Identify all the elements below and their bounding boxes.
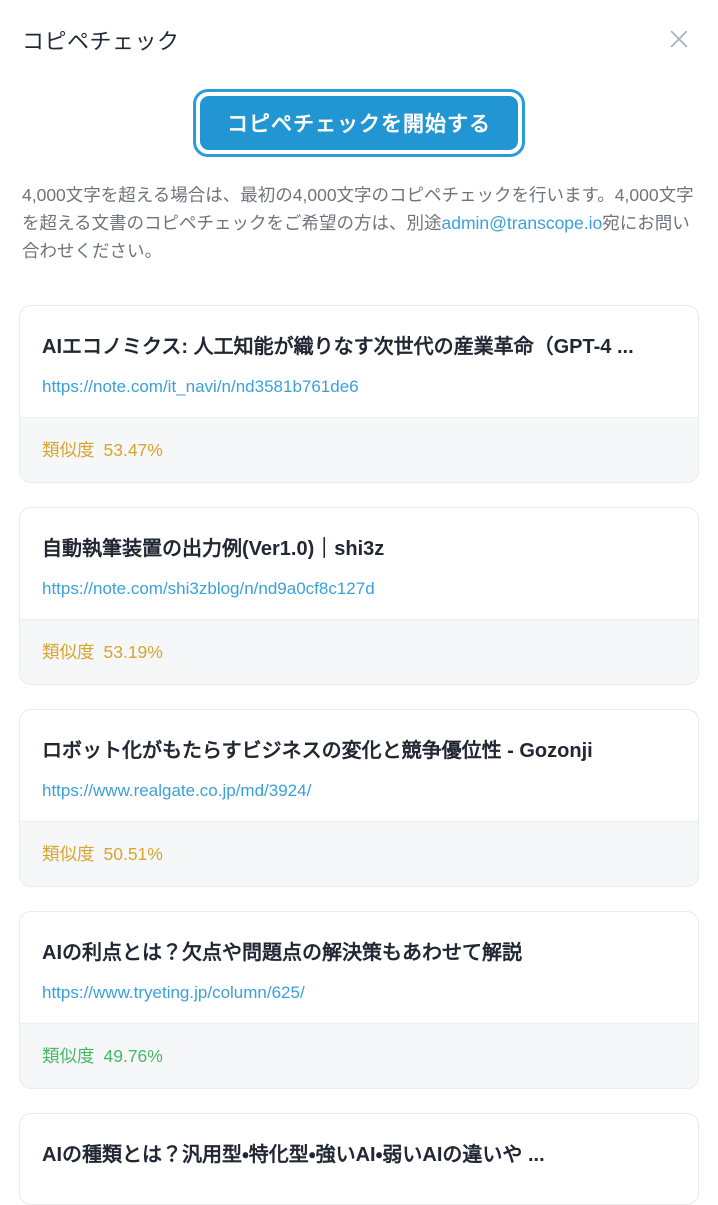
start-button-row: コピペチェックを開始する <box>0 89 718 157</box>
result-title: 自動執筆装置の出力例(Ver1.0)｜shi3z <box>42 538 385 560</box>
modal-title: コピペチェック <box>22 29 180 54</box>
close-button[interactable] <box>664 24 694 54</box>
result-card: 自動執筆装置の出力例(Ver1.0)｜shi3z https://note.co… <box>19 507 699 685</box>
result-card-footer: 類似度 53.19% <box>20 619 698 684</box>
result-card-body: AIの利点とは？欠点や問題点の解決策もあわせて解説 https://www.tr… <box>20 912 698 1023</box>
similarity-badge: 類似度 53.19% <box>42 642 163 662</box>
result-card: ロボット化がもたらすビジネスの変化と競争優位性 - Gozonji https:… <box>19 709 699 887</box>
similarity-badge: 類似度 50.51% <box>42 844 163 864</box>
result-card-body: 自動執筆装置の出力例(Ver1.0)｜shi3z https://note.co… <box>20 508 698 619</box>
result-url-link[interactable]: https://note.com/it_navi/n/nd3581b761de6 <box>42 377 359 396</box>
notice-text: 4,000文字を超える場合は、最初の4,000文字のコピペチェックを行います。4… <box>22 181 696 265</box>
similarity-badge: 類似度 53.47% <box>42 440 163 460</box>
result-card-body: ロボット化がもたらすビジネスの変化と競争優位性 - Gozonji https:… <box>20 710 698 821</box>
result-card: AIの種類とは？汎用型・特化型・強いAI・弱いAIの違いや ... <box>19 1113 699 1205</box>
result-card-footer: 類似度 49.76% <box>20 1023 698 1088</box>
result-card: AIの利点とは？欠点や問題点の解決策もあわせて解説 https://www.tr… <box>19 911 699 1089</box>
results-list: AIエコノミクス: 人工知能が織りなす次世代の産業革命（GPT-4 ... ht… <box>19 305 699 1205</box>
notice-after-link: 宛にお問い合わせください。 <box>22 213 690 261</box>
result-title: AIの利点とは？欠点や問題点の解決策もあわせて解説 <box>42 942 522 964</box>
modal-header: コピペチェック <box>0 0 718 56</box>
similarity-label: 類似度 <box>42 844 95 864</box>
similarity-value: 49.76% <box>103 1046 163 1066</box>
result-card-body: AIエコノミクス: 人工知能が織りなす次世代の産業革命（GPT-4 ... ht… <box>20 306 698 417</box>
similarity-value: 53.47% <box>103 440 163 460</box>
close-icon <box>666 30 692 55</box>
similarity-value: 50.51% <box>103 844 163 864</box>
result-card-footer: 類似度 50.51% <box>20 821 698 886</box>
contact-email-link[interactable]: admin@transcope.io <box>441 213 603 233</box>
result-url-link[interactable]: https://www.tryeting.jp/column/625/ <box>42 983 305 1002</box>
similarity-badge: 類似度 49.76% <box>42 1046 163 1066</box>
result-title: ロボット化がもたらすビジネスの変化と競争優位性 - Gozonji <box>42 740 593 762</box>
result-title: AIエコノミクス: 人工知能が織りなす次世代の産業革命（GPT-4 ... <box>42 336 634 358</box>
result-url-link[interactable]: https://note.com/shi3zblog/n/nd9a0cf8c12… <box>42 579 375 598</box>
result-url-link[interactable]: https://www.realgate.co.jp/md/3924/ <box>42 781 312 800</box>
similarity-label: 類似度 <box>42 440 95 460</box>
result-card: AIエコノミクス: 人工知能が織りなす次世代の産業革命（GPT-4 ... ht… <box>19 305 699 483</box>
similarity-label: 類似度 <box>42 1046 95 1066</box>
result-card-body: AIの種類とは？汎用型・特化型・強いAI・弱いAIの違いや ... <box>20 1114 698 1204</box>
result-card-footer: 類似度 53.47% <box>20 417 698 482</box>
result-title: AIの種類とは？汎用型・特化型・強いAI・弱いAIの違いや ... <box>42 1144 545 1166</box>
similarity-label: 類似度 <box>42 642 95 662</box>
start-button-focus-ring: コピペチェックを開始する <box>193 89 525 157</box>
similarity-value: 53.19% <box>103 642 163 662</box>
start-check-button[interactable]: コピペチェックを開始する <box>200 96 518 150</box>
notice-before-link: 4,000文字を超える場合は、最初の4,000文字のコピペチェックを行います。4… <box>22 185 694 233</box>
